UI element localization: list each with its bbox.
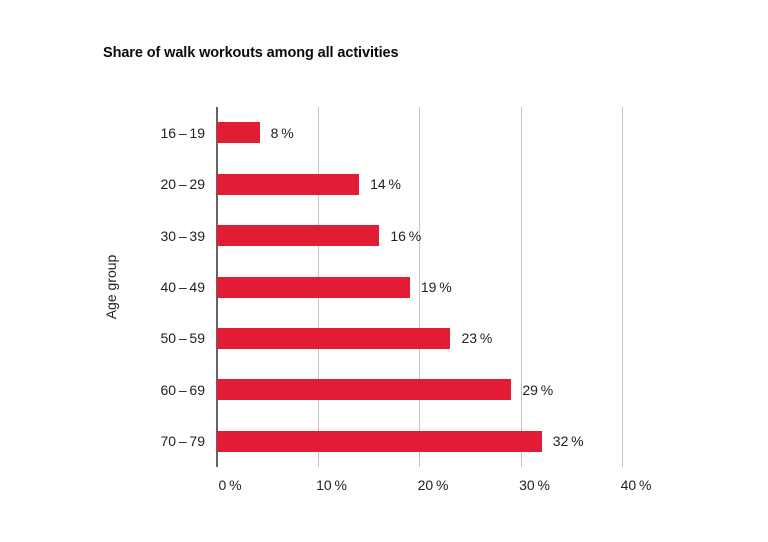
age-group-label: 50 – 59	[160, 330, 205, 347]
bar	[217, 379, 512, 401]
x-tick-label: 30 %	[519, 477, 550, 493]
bar-value-label: 16 %	[390, 227, 422, 244]
age-group-label: 30 – 39	[160, 227, 205, 244]
gridline	[622, 107, 623, 467]
age-group-label: 16 – 19	[160, 124, 205, 141]
x-axis-line	[216, 107, 218, 467]
bar-value-label: 32 %	[552, 433, 584, 450]
bar-value-label: 29 %	[522, 381, 554, 398]
gridline	[520, 107, 522, 467]
bar	[217, 173, 360, 195]
age-group-label: 60 – 69	[160, 381, 205, 398]
chart-title: Share of walk workouts among all activit…	[103, 45, 399, 61]
bar	[217, 327, 451, 349]
bar	[217, 122, 260, 144]
plot-area: 16 – 19 8 % 20 – 29 14 % 30 – 39 16 % 40 – 49 1…	[160, 107, 651, 493]
y-axis-title: Age group	[103, 254, 119, 320]
bar	[217, 430, 542, 452]
gridline	[419, 107, 420, 467]
age-group-label: 70 – 79	[160, 433, 205, 450]
bar-value-label: 19 %	[420, 279, 452, 295]
age-group-label: 20 – 29	[160, 176, 205, 193]
x-tick-label: 0 %	[218, 477, 242, 493]
bar-value-label: 8 %	[270, 124, 294, 141]
bar	[217, 276, 410, 298]
bar-value-label: 23 %	[461, 330, 493, 347]
x-tick-label: 20 %	[417, 477, 449, 493]
bar	[217, 225, 380, 247]
x-tick-label: 10 %	[316, 477, 347, 493]
bar-value-label: 14 %	[370, 176, 401, 193]
x-tick-label: 40 %	[620, 477, 652, 493]
age-group-label: 40 – 49	[160, 279, 205, 295]
